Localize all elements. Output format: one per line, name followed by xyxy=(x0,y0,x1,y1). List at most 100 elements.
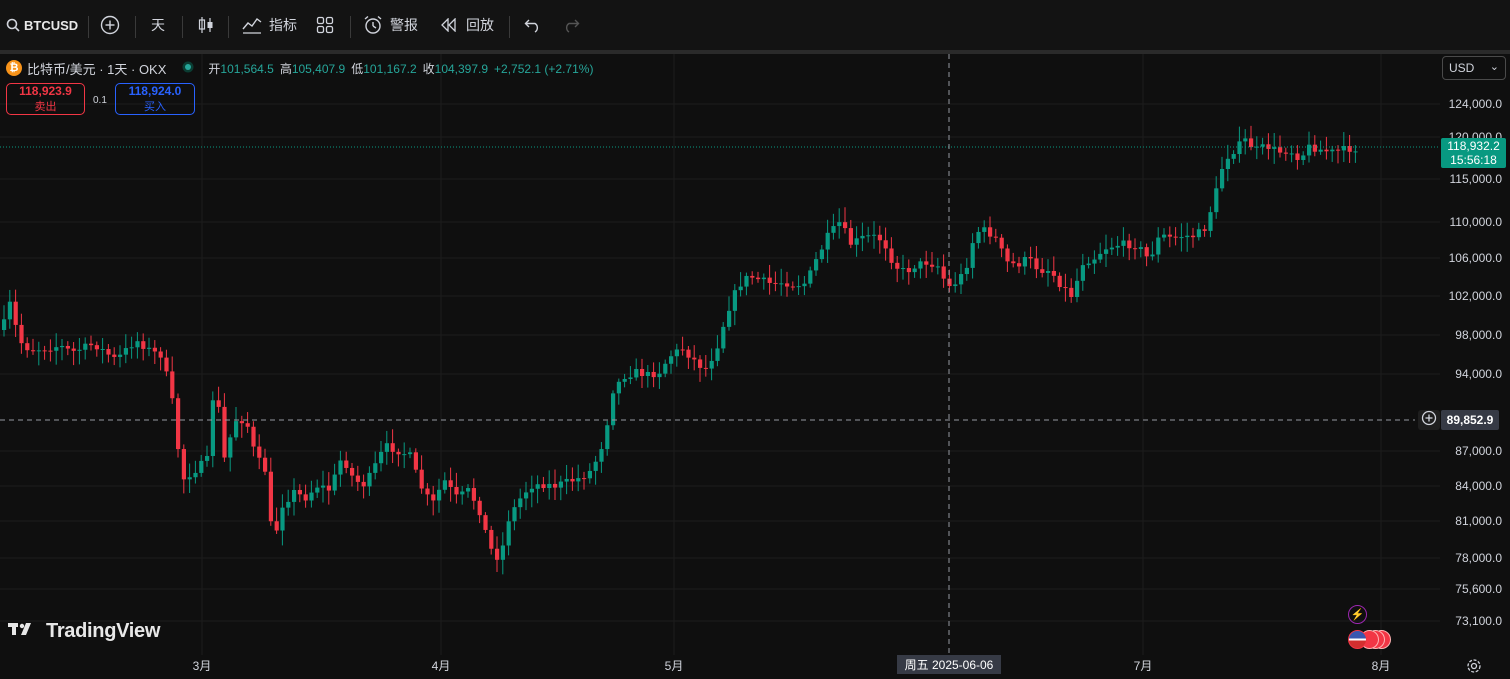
candle-body xyxy=(930,264,935,267)
candle-body xyxy=(692,357,697,360)
candle-body xyxy=(918,261,923,269)
candle-body xyxy=(1196,229,1201,238)
tradingview-mark-icon xyxy=(8,621,38,642)
low-key: 低 xyxy=(351,61,364,76)
add-circle-icon xyxy=(100,15,120,35)
candle-body xyxy=(796,286,801,288)
candle-body xyxy=(976,231,981,244)
add-price-level-button[interactable] xyxy=(1418,410,1440,430)
buy-label: 买入 xyxy=(144,101,166,113)
layout-templates-button[interactable] xyxy=(316,0,334,50)
candle-body xyxy=(19,324,24,344)
close-value: 104,397.9 xyxy=(434,61,489,76)
candle-body xyxy=(1249,138,1254,148)
candle-body xyxy=(2,319,7,330)
candle-body xyxy=(993,236,998,238)
candle-body xyxy=(338,460,343,475)
candle-body xyxy=(379,451,384,464)
candle-body xyxy=(889,248,894,263)
price-tick-label: 84,000.0 xyxy=(1455,479,1502,493)
candle-body xyxy=(872,234,877,236)
candle-body xyxy=(402,454,407,456)
redo-button[interactable] xyxy=(562,0,580,50)
candle-body xyxy=(1092,259,1097,264)
candle-body xyxy=(669,356,674,364)
candle-body xyxy=(1243,138,1248,142)
candle-body xyxy=(234,421,239,438)
tradingview-logo[interactable]: TradingView xyxy=(8,620,160,643)
candle-body xyxy=(1127,240,1132,249)
gear-icon[interactable] xyxy=(1466,658,1482,674)
candle-body xyxy=(147,347,152,349)
candle-body xyxy=(564,478,569,482)
candle-body xyxy=(118,354,123,357)
alerts-button[interactable]: 警报 xyxy=(363,0,418,50)
candle-body xyxy=(941,266,946,279)
candle-body xyxy=(767,277,772,283)
change-value: +2,752.1 (+2.71%) xyxy=(494,61,594,76)
candle-body xyxy=(1301,155,1306,160)
candle-body xyxy=(535,484,540,489)
candle-body xyxy=(877,234,882,241)
candle-body xyxy=(1220,168,1225,189)
candle-body xyxy=(1307,144,1312,156)
candle-body xyxy=(959,274,964,285)
us-flag-icon[interactable] xyxy=(1348,630,1367,649)
replay-button[interactable]: 回放 xyxy=(441,0,494,50)
candle-body xyxy=(1185,235,1190,238)
sell-button[interactable]: 118,923.9 卖出 xyxy=(6,83,85,115)
candle-body xyxy=(582,478,587,480)
buy-button[interactable]: 118,924.0 买入 xyxy=(115,83,195,115)
symbol-search-button[interactable]: BTCUSD xyxy=(6,0,78,50)
candle-body xyxy=(1225,158,1230,169)
candle-body xyxy=(657,373,662,378)
candle-body xyxy=(431,494,436,501)
candle-body xyxy=(732,290,737,311)
candle-body xyxy=(611,393,616,426)
candle-body xyxy=(419,469,424,489)
currency-select[interactable]: USD ⌄ xyxy=(1442,56,1506,80)
candle-body xyxy=(964,267,969,275)
price-chart[interactable]: 124,000.0120,000.0115,000.0110,000.0106,… xyxy=(0,54,1510,674)
candle-body xyxy=(1017,263,1022,267)
candle-body xyxy=(170,371,175,399)
undo-button[interactable] xyxy=(524,0,542,50)
candle-body xyxy=(1231,154,1236,159)
toolbar-divider xyxy=(350,16,351,38)
candle-body xyxy=(506,521,511,546)
replay-label: 回放 xyxy=(466,17,494,33)
candle-body xyxy=(1336,149,1341,151)
candle-body xyxy=(1272,147,1277,149)
rewind-icon xyxy=(441,18,457,32)
candle-body xyxy=(263,457,268,472)
toolbar-divider xyxy=(182,16,183,38)
interval-button[interactable]: 天 xyxy=(151,0,165,50)
chart-type-button[interactable] xyxy=(197,0,215,50)
lightning-event-icon[interactable]: ⚡ xyxy=(1348,605,1367,624)
low-value: 101,167.2 xyxy=(363,61,417,76)
candle-body xyxy=(1109,247,1114,250)
undo-icon xyxy=(524,17,542,33)
add-circle-icon xyxy=(1421,410,1437,431)
candle-body xyxy=(727,310,732,327)
candle-body xyxy=(744,275,749,287)
indicators-button[interactable]: 指标 xyxy=(242,0,297,50)
candle-body xyxy=(442,480,447,490)
candle-body xyxy=(1098,253,1103,260)
price-tick-label: 75,600.0 xyxy=(1455,582,1502,596)
candle-body xyxy=(570,478,575,482)
candle-body xyxy=(477,500,482,516)
candle-body xyxy=(1051,270,1056,276)
candle-body xyxy=(65,345,70,349)
candle-body xyxy=(529,488,534,493)
candle-body xyxy=(303,494,308,501)
price-tick-label: 73,100.0 xyxy=(1455,614,1502,628)
candle-body xyxy=(825,232,830,250)
candle-body xyxy=(628,377,633,379)
compare-symbol-button[interactable] xyxy=(100,0,120,50)
toolbar-divider xyxy=(135,16,136,38)
candle-body xyxy=(1057,275,1062,288)
candle-body xyxy=(935,266,940,268)
candle-body xyxy=(106,349,111,355)
candle-body xyxy=(953,284,958,287)
